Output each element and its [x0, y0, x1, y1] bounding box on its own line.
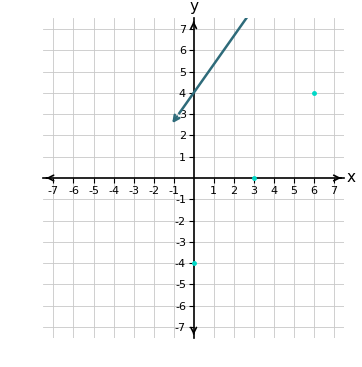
Text: x: x	[347, 171, 356, 185]
Text: y: y	[189, 0, 198, 14]
